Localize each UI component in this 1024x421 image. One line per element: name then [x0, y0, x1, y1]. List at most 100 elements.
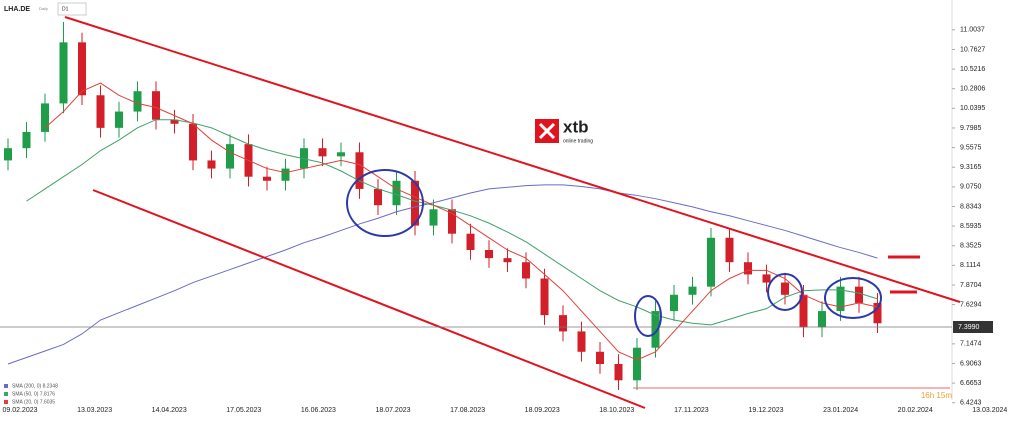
candle-body	[78, 42, 86, 96]
y-tick-label: 11.0037	[960, 27, 985, 34]
candle-body	[503, 258, 512, 263]
timer: 16h 15m	[921, 391, 952, 400]
candle-body	[762, 274, 771, 283]
symbol: LHA.DE	[4, 6, 30, 13]
y-tick-label: 6.4243	[960, 400, 982, 407]
candle-body	[466, 233, 475, 250]
x-tick-label: 13.03.2023	[77, 407, 112, 414]
candle-body	[226, 144, 234, 169]
candle-body	[448, 209, 456, 234]
x-tick-label: 23.01.2024	[823, 407, 858, 414]
sma-line	[7, 184, 878, 365]
y-tick-label: 8.1114	[960, 262, 980, 269]
y-tick-label: 9.0750	[960, 184, 982, 191]
candle-body	[59, 42, 68, 104]
x-tick-label: 17.08.2023	[450, 407, 485, 414]
trend-line	[92, 189, 646, 409]
y-tick-label: 7.1474	[960, 341, 982, 348]
legend-swatch	[4, 384, 8, 388]
candle-body	[170, 119, 179, 124]
candle-body	[374, 188, 382, 206]
circle	[767, 273, 803, 311]
x-tick-label: 18.09.2023	[525, 407, 560, 414]
candle-body	[4, 148, 12, 161]
candle-body	[152, 91, 160, 120]
y-tick-label: 7.8704	[960, 282, 982, 289]
candle-body	[577, 331, 586, 352]
candle-body	[707, 237, 715, 287]
candle-body	[633, 347, 641, 381]
candle-body	[22, 131, 31, 149]
x-tick-label: 16.06.2023	[301, 407, 336, 414]
y-tick-label: 10.7627	[960, 46, 985, 53]
x-tick-label: 19.12.2023	[748, 407, 783, 414]
y-tick-label: 10.2806	[960, 86, 985, 93]
candle-body	[133, 91, 142, 112]
candle-body	[670, 294, 678, 312]
candle-body	[540, 278, 549, 316]
candle-body	[725, 237, 734, 263]
interval-box[interactable]	[57, 2, 87, 16]
x-tick-label: 18.07.2023	[375, 407, 410, 414]
candle-body	[744, 262, 752, 275]
candle-body	[614, 363, 623, 381]
sma-line	[44, 82, 878, 361]
x-tick-label: 14.04.2023	[152, 407, 187, 414]
candle-body	[818, 311, 826, 328]
legend-label: SMA (50, 0) 7.8176	[12, 391, 55, 397]
y-tick-label: 9.7985	[960, 125, 982, 132]
candle-body	[688, 286, 697, 295]
candle-body	[355, 152, 364, 189]
circle	[634, 295, 662, 337]
candle-body	[522, 262, 530, 279]
x-tick-label: 20.02.2024	[898, 407, 933, 414]
logo-sub: online trading	[563, 138, 593, 144]
legend-swatch	[4, 400, 8, 404]
x-tick-label: 09.02.2023	[2, 407, 37, 414]
candle-body	[115, 111, 123, 128]
candle-body	[429, 209, 438, 226]
candle-body	[411, 180, 419, 226]
candle-body	[318, 148, 327, 157]
circles	[346, 169, 882, 337]
candle-body	[207, 160, 216, 169]
candle-body	[392, 180, 401, 206]
x-tick-label: 18.10.2023	[599, 407, 634, 414]
y-tick-label: 8.3525	[960, 243, 982, 250]
legend-label: SMA (200, 0) 8.2348	[12, 383, 58, 389]
candle-body	[596, 351, 604, 364]
y-tick-label: 9.3165	[960, 164, 982, 171]
candle-body	[337, 152, 345, 157]
y-tick-label: 10.5216	[960, 66, 985, 73]
legend-label: SMA (20, 0) 7.6035	[12, 399, 55, 405]
candle-body	[189, 123, 197, 161]
interval[interactable]: D1	[62, 6, 69, 12]
candle-body	[96, 95, 105, 128]
last-price: 7.3990	[958, 324, 980, 331]
candle-body	[559, 315, 567, 332]
logo: xtb	[563, 117, 589, 136]
circle	[824, 277, 882, 319]
y-tick-label: 8.8343	[960, 203, 982, 210]
sma-line	[26, 119, 878, 326]
y-tick-label: 10.0395	[960, 105, 985, 112]
candle-body	[41, 103, 49, 132]
x-tick-label: 13.03.2024	[972, 407, 1007, 414]
candle-body	[263, 176, 271, 181]
y-tick-label: 7.6294	[960, 301, 982, 308]
candle-body	[799, 294, 808, 328]
y-tick-label: 8.5935	[960, 223, 982, 230]
marks: 11.0037 10.7627 10.5216 10.2806 10.0395 9.798…	[4, 21, 985, 407]
candle-body	[855, 286, 863, 303]
legend-swatch	[4, 392, 8, 396]
trend-line	[64, 16, 961, 303]
candle-body	[485, 249, 493, 259]
last-price-box	[953, 321, 993, 333]
y-tick-label: 9.5575	[960, 144, 982, 151]
y-tick-label: 6.6653	[960, 380, 982, 387]
candle-body	[836, 286, 845, 312]
candle-body	[781, 282, 789, 295]
x-tick-label: 17.05.2023	[226, 407, 261, 414]
